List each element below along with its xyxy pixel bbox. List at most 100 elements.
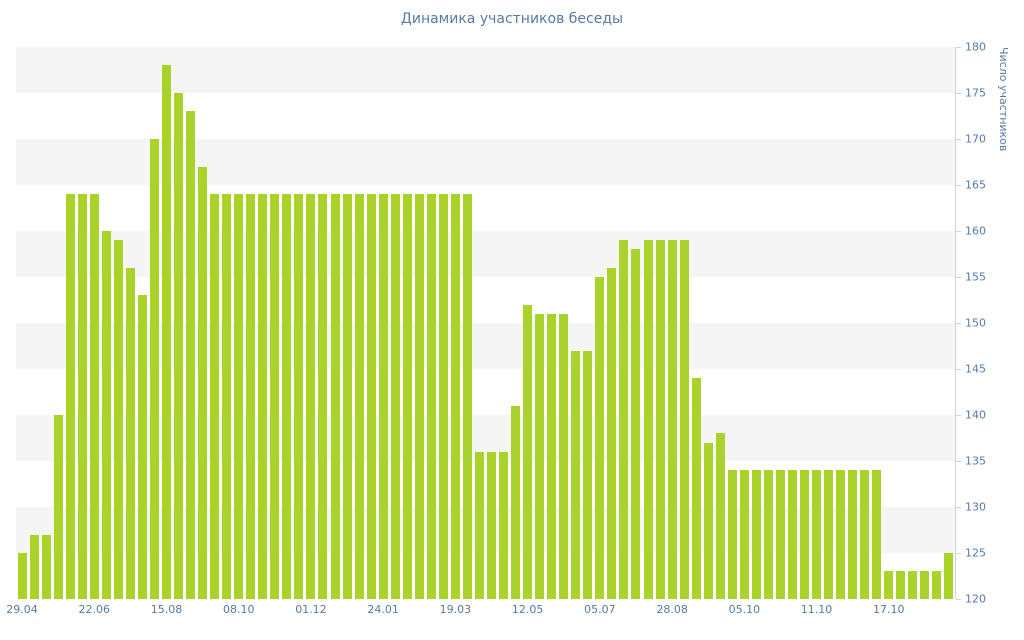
bar[interactable]	[595, 277, 605, 599]
bar[interactable]	[41, 534, 51, 599]
y-axis-title: Число участников	[997, 47, 1010, 152]
bar[interactable]	[812, 470, 822, 599]
bar[interactable]	[378, 194, 388, 599]
bar[interactable]	[414, 194, 424, 599]
bar[interactable]	[390, 194, 400, 599]
bar[interactable]	[739, 470, 749, 599]
bar[interactable]	[198, 166, 208, 599]
y-tick-label: 150	[965, 316, 986, 330]
y-tick-mark	[956, 93, 961, 94]
y-tick-mark	[956, 369, 961, 370]
bar[interactable]	[258, 194, 268, 599]
bar[interactable]	[896, 571, 906, 599]
bar[interactable]	[679, 240, 689, 599]
bar[interactable]	[535, 313, 545, 599]
bar[interactable]	[330, 194, 340, 599]
y-tick-label: 145	[965, 362, 986, 376]
bar[interactable]	[342, 194, 352, 599]
y-tick-mark	[956, 323, 961, 324]
y-tick-mark	[956, 231, 961, 232]
bar[interactable]	[763, 470, 773, 599]
bar[interactable]	[872, 470, 882, 599]
bar[interactable]	[547, 313, 557, 599]
bar[interactable]	[523, 304, 533, 599]
bar[interactable]	[655, 240, 665, 599]
bar[interactable]	[487, 451, 497, 599]
x-tick-label: 28.08	[656, 603, 688, 616]
y-tick-label: 180	[965, 40, 986, 54]
bar[interactable]	[462, 194, 472, 599]
bar[interactable]	[583, 350, 593, 599]
bar[interactable]	[402, 194, 412, 599]
bar[interactable]	[848, 470, 858, 599]
bar[interactable]	[932, 571, 942, 599]
x-tick-label: 05.10	[728, 603, 761, 616]
bar[interactable]	[77, 194, 87, 599]
bar[interactable]	[944, 553, 954, 599]
bar[interactable]	[474, 451, 484, 599]
bar[interactable]	[800, 470, 810, 599]
x-tick-label: 01.12	[295, 603, 327, 616]
bar[interactable]	[210, 194, 220, 599]
bar[interactable]	[836, 470, 846, 599]
bar[interactable]	[149, 139, 159, 599]
bar[interactable]	[186, 111, 196, 599]
bar[interactable]	[607, 267, 617, 599]
bar[interactable]	[715, 433, 725, 599]
bar[interactable]	[234, 194, 244, 599]
bar[interactable]	[908, 571, 918, 599]
bar[interactable]	[667, 240, 677, 599]
x-tick-label: 29.04	[6, 603, 38, 616]
y-tick-label: 135	[965, 454, 986, 468]
bar[interactable]	[354, 194, 364, 599]
x-tick-label: 24.01	[367, 603, 399, 616]
x-tick-label: 12.05	[511, 603, 544, 616]
bar[interactable]	[246, 194, 256, 599]
bar[interactable]	[101, 231, 111, 599]
bar[interactable]	[511, 405, 521, 599]
x-tick-label: 08.10	[222, 603, 255, 616]
bar[interactable]	[691, 378, 701, 599]
bar[interactable]	[306, 194, 316, 599]
bar[interactable]	[53, 415, 63, 599]
x-tick-label: 15.08	[150, 603, 183, 616]
bar[interactable]	[282, 194, 292, 599]
bar[interactable]	[884, 571, 894, 599]
bar[interactable]	[318, 194, 328, 599]
bar[interactable]	[751, 470, 761, 599]
y-tick-label: 130	[965, 500, 986, 514]
bar[interactable]	[824, 470, 834, 599]
bar[interactable]	[619, 240, 629, 599]
chart-title: Динамика участников беседы	[400, 11, 624, 27]
bar[interactable]	[270, 194, 280, 599]
bar[interactable]	[559, 313, 569, 599]
bar[interactable]	[137, 295, 147, 599]
bar[interactable]	[571, 350, 581, 599]
bar[interactable]	[438, 194, 448, 599]
y-tick-mark	[956, 415, 961, 416]
bar[interactable]	[775, 470, 785, 599]
bar[interactable]	[174, 93, 184, 599]
bar[interactable]	[450, 194, 460, 599]
bar[interactable]	[222, 194, 232, 599]
bar[interactable]	[65, 194, 75, 599]
bar[interactable]	[920, 571, 930, 599]
bar[interactable]	[29, 534, 39, 599]
bar[interactable]	[499, 451, 509, 599]
bar[interactable]	[113, 240, 123, 599]
bar[interactable]	[17, 553, 27, 599]
bar[interactable]	[426, 194, 436, 599]
plot-area	[16, 47, 956, 599]
bar[interactable]	[161, 65, 171, 599]
bar[interactable]	[125, 267, 135, 599]
bar[interactable]	[703, 442, 713, 599]
bar[interactable]	[294, 194, 304, 599]
bar[interactable]	[643, 240, 653, 599]
bar[interactable]	[787, 470, 797, 599]
y-tick-mark	[956, 185, 961, 186]
bar[interactable]	[860, 470, 870, 599]
bar[interactable]	[89, 194, 99, 599]
bar[interactable]	[631, 249, 641, 599]
bar[interactable]	[727, 470, 737, 599]
bar[interactable]	[366, 194, 376, 599]
